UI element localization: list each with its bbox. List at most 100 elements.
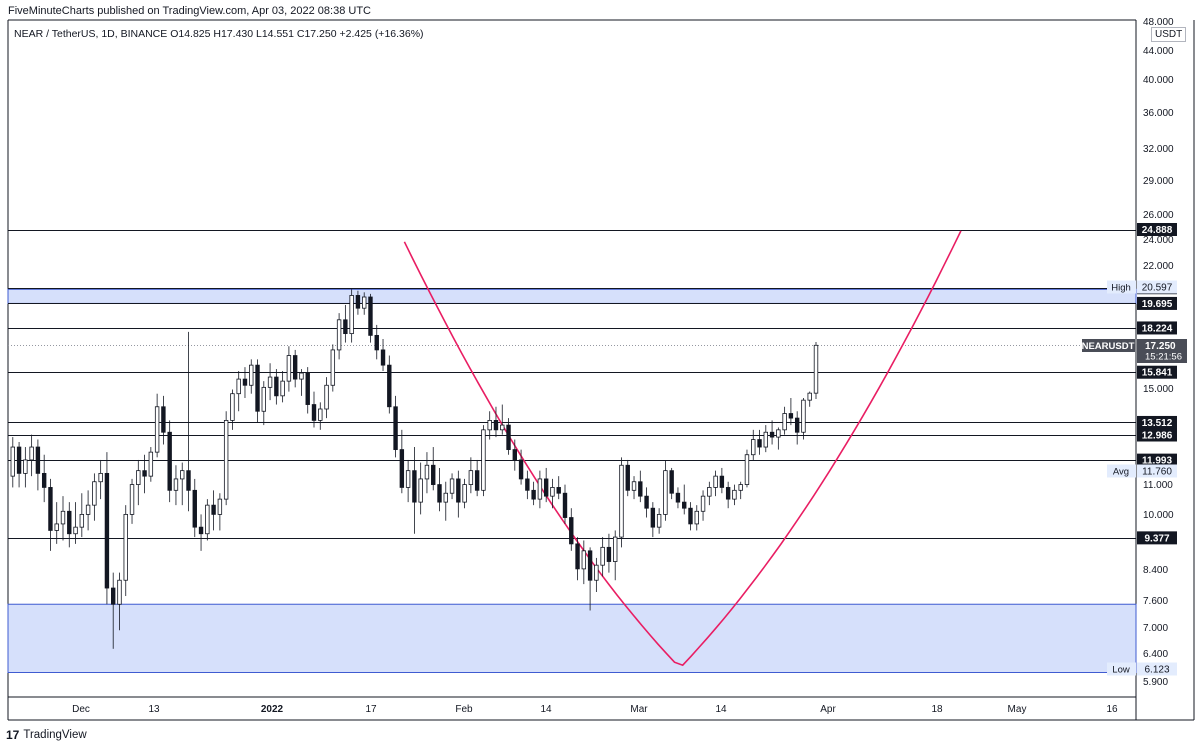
candle	[487, 411, 492, 440]
candle	[669, 467, 674, 500]
candle-body	[412, 470, 417, 503]
y-tick-label: 36.000	[1143, 108, 1174, 119]
level-label-text: 13.512	[1142, 418, 1173, 429]
zones-layer	[7, 288, 1137, 673]
candle-body	[700, 495, 706, 512]
x-tick-label: Mar	[630, 704, 648, 715]
candle	[324, 377, 329, 419]
candle-body	[336, 319, 342, 351]
candle-body	[355, 295, 361, 309]
candle	[468, 457, 474, 494]
candle	[613, 530, 618, 581]
candle	[23, 447, 28, 488]
y-tick-label: 5.900	[1143, 677, 1168, 688]
candle	[675, 487, 681, 509]
x-tick-label: 14	[715, 704, 727, 715]
candle	[60, 496, 66, 541]
candle	[230, 389, 235, 430]
y-tick-label: 10.000	[1143, 510, 1174, 521]
candle	[186, 331, 191, 512]
candle-body	[732, 489, 737, 500]
candle-body	[443, 492, 448, 503]
candle	[794, 411, 800, 445]
cup-curve	[403, 230, 962, 667]
level-label-text: 12.986	[1142, 430, 1173, 441]
candle-body	[813, 344, 819, 394]
candle	[129, 478, 135, 524]
candle-body	[380, 349, 386, 366]
candle	[286, 346, 292, 392]
candle-body	[324, 384, 329, 410]
candle	[744, 449, 750, 488]
candle-body	[474, 470, 480, 491]
candle	[154, 393, 160, 458]
candle-body	[236, 378, 241, 395]
candle	[550, 478, 555, 509]
candle	[449, 473, 455, 500]
candle-body	[744, 454, 750, 485]
candle-body	[600, 546, 605, 566]
candle-body	[663, 470, 668, 515]
candle-body	[148, 451, 154, 477]
range-marker: Low 6.123	[1107, 662, 1177, 676]
level-label: 18.224	[1137, 321, 1177, 335]
zone-0	[7, 288, 1137, 304]
candle-body	[217, 498, 223, 515]
candle-body	[581, 550, 587, 570]
level-label: 24.888	[1137, 223, 1177, 236]
candle-body	[205, 504, 210, 535]
candle-body	[85, 504, 91, 515]
candle-body	[531, 489, 536, 500]
candle	[10, 437, 15, 488]
candle	[437, 467, 442, 512]
candle	[581, 540, 587, 585]
price-label-symbol: NEARUSDT	[1082, 341, 1135, 352]
candle	[801, 397, 806, 440]
x-tick-label: 16	[1106, 704, 1118, 715]
candle-body	[468, 470, 474, 485]
candle	[54, 502, 59, 544]
range-marker-name: Avg	[1113, 467, 1129, 478]
y-tick-label: 44.000	[1143, 46, 1174, 57]
candle-body	[161, 406, 166, 433]
candle-body	[280, 380, 285, 397]
candle	[292, 349, 298, 388]
candle	[311, 391, 317, 428]
candle-body	[73, 526, 78, 535]
level-label: 12.986	[1137, 428, 1177, 442]
candle-body	[405, 470, 411, 488]
x-tick-label: Dec	[72, 704, 90, 715]
candle-body	[67, 510, 72, 535]
candle	[236, 371, 241, 412]
range-marker-value-bg	[1137, 280, 1177, 294]
candle-body	[167, 431, 172, 491]
candle	[562, 484, 568, 524]
candle-body	[487, 420, 492, 431]
candle	[136, 459, 141, 506]
candle-body	[763, 431, 768, 448]
candle	[575, 537, 580, 581]
candle-body	[512, 449, 517, 461]
candle	[418, 462, 423, 515]
candle	[192, 478, 197, 538]
candle	[656, 508, 662, 534]
candle	[625, 459, 630, 497]
candle-body	[393, 406, 398, 450]
candle	[223, 411, 229, 506]
candle-body	[650, 507, 656, 528]
candle	[111, 572, 116, 649]
candle	[242, 367, 248, 398]
candle	[700, 490, 706, 521]
candle-body	[694, 510, 699, 525]
candle-body	[274, 376, 279, 397]
candle-body	[682, 501, 687, 509]
candle-body	[769, 431, 775, 438]
price-labels: 24.88820.69919.69518.22415.84113.51212.9…	[1082, 223, 1187, 676]
y-tick-label: 7.000	[1143, 623, 1168, 634]
candle	[474, 459, 480, 497]
candle-body	[550, 487, 555, 497]
candle	[600, 537, 605, 577]
candle	[305, 367, 310, 414]
